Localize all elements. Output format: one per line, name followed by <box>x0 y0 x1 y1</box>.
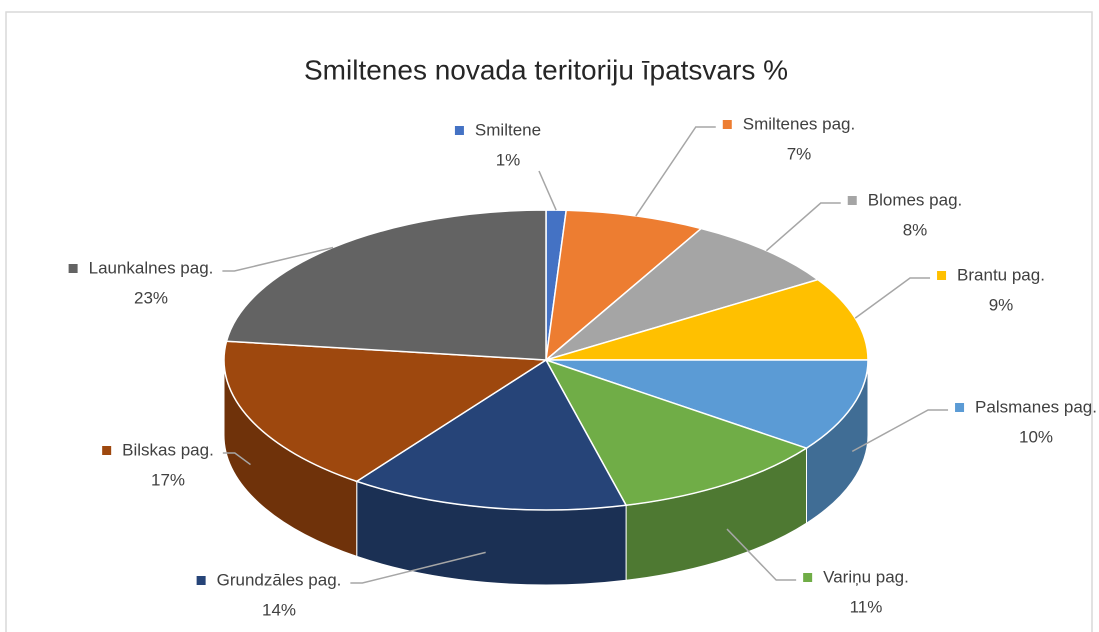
legend-key <box>102 446 112 455</box>
slice <box>355 358 628 511</box>
leader-line <box>635 126 716 217</box>
slice <box>545 359 869 449</box>
data-label-value: 11% <box>850 597 883 616</box>
data-label-name: Launkalnes pag. <box>89 258 214 277</box>
legend-key <box>955 403 965 412</box>
slice <box>545 278 869 361</box>
data-label-value: 10% <box>1019 427 1053 446</box>
legend-key <box>937 271 947 280</box>
data-label-value: 7% <box>787 144 812 163</box>
data-label-name: Bilskas pag. <box>122 440 214 459</box>
leader-line <box>222 452 251 466</box>
data-label-name: Blomes pag. <box>868 190 963 209</box>
legend-key <box>722 120 732 129</box>
leader-line <box>851 409 949 453</box>
data-label-name: Brantu pag. <box>957 265 1045 284</box>
slice <box>544 358 809 507</box>
data-label-value: 1% <box>496 150 521 169</box>
data-label-name: Palsmanes pag. <box>975 397 1097 416</box>
data-label-value: 23% <box>134 288 168 307</box>
data-label-value: 8% <box>903 220 928 239</box>
chart-title: Smiltenes novada teritoriju īpatsvars % <box>304 54 788 85</box>
data-label-name: Smiltene <box>475 120 541 139</box>
data-label-name: Grundzāles pag. <box>217 570 342 589</box>
leader-line <box>854 277 931 319</box>
data-label-value: 9% <box>989 295 1014 314</box>
leader-line <box>765 202 841 252</box>
data-label-value: 14% <box>262 600 296 619</box>
leader-line <box>222 246 334 272</box>
legend-key <box>803 573 813 582</box>
legend-key <box>196 576 206 585</box>
slice <box>223 340 549 483</box>
data-label-value: 17% <box>151 470 185 489</box>
leader-line <box>726 528 797 581</box>
data-label-name: Smiltenes pag. <box>743 114 855 133</box>
legend-key <box>847 196 857 205</box>
leader-line <box>538 170 557 211</box>
leader-line <box>350 551 486 584</box>
legend-key <box>68 264 78 273</box>
data-label-name: Variņu pag. <box>823 567 909 586</box>
slice <box>545 227 820 361</box>
legend-key <box>454 126 464 135</box>
